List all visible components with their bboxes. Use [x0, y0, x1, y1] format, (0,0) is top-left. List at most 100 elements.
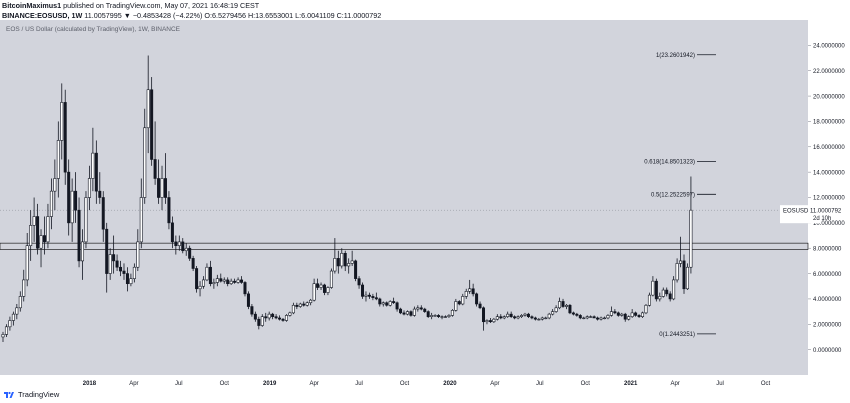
candle-body-up — [661, 289, 665, 297]
candle — [513, 315, 517, 320]
candle-body-up — [177, 241, 181, 246]
price-axis-label: 16.0000000 — [813, 145, 845, 151]
candle-body-down — [295, 304, 299, 307]
candle — [616, 311, 620, 317]
candle-body-up — [627, 316, 631, 320]
candle — [575, 312, 579, 317]
candle — [585, 315, 589, 320]
tradingview-brand[interactable]: TradingView — [3, 390, 59, 399]
candle — [11, 311, 15, 326]
candle-body-down — [488, 320, 492, 323]
candle-body-up — [651, 280, 655, 296]
candle-body-down — [419, 307, 423, 310]
candle — [665, 287, 669, 297]
time-axis[interactable]: 2018 Apr Jul Oct 2019 Apr Jul Oct 2020 Apr Jul Oct 2… — [83, 381, 771, 387]
candle — [25, 233, 29, 287]
candle — [198, 281, 202, 297]
candle — [284, 314, 288, 322]
candle — [509, 311, 513, 318]
candle — [236, 277, 240, 284]
time-axis-label: 2020 — [443, 381, 457, 387]
candle — [630, 309, 634, 318]
candle-body-down — [264, 316, 268, 319]
candle-body-up — [49, 190, 53, 217]
candle-body-down — [392, 301, 396, 304]
author-name[interactable]: BitcoinMaximus1 — [2, 1, 62, 10]
candle — [457, 300, 461, 306]
candle — [215, 274, 219, 287]
candle — [506, 311, 510, 318]
candle — [101, 191, 105, 242]
candle — [105, 222, 109, 293]
plot-background[interactable] — [0, 20, 808, 375]
candle — [136, 229, 140, 272]
candle-body-down — [322, 284, 326, 293]
candle-body-up — [381, 302, 385, 305]
chart-frame[interactable]: EOS / US Dollar (calculated by TradingVi… — [0, 20, 850, 403]
candle — [56, 121, 60, 198]
price-axis-label: 6.0000000 — [813, 272, 842, 278]
candle-body-up — [564, 304, 568, 307]
candle — [219, 273, 223, 283]
candle-body-down — [170, 222, 174, 243]
candle-body-down — [157, 178, 161, 198]
time-axis-label: 2021 — [624, 381, 638, 387]
candle-body-down — [513, 316, 517, 319]
candle — [388, 300, 392, 307]
candle — [381, 301, 385, 307]
candle-body-down — [471, 288, 475, 295]
candle-body-up — [658, 296, 662, 300]
candle — [675, 258, 679, 283]
candle-body-down — [596, 317, 600, 320]
candle-body-up — [25, 245, 29, 281]
candle-body-down — [378, 298, 382, 305]
candle-body-up — [70, 190, 74, 224]
chart-header-info: BitcoinMaximus1 published on TradingView… — [2, 1, 381, 20]
price-axis[interactable]: 0.0000000 2.0000000 4.0000000 6.0000000 8.00… — [808, 44, 845, 354]
candle-body-up — [416, 307, 420, 310]
candle — [395, 301, 399, 312]
candle-body-down — [271, 313, 275, 317]
publish-info: published on TradingView.com, May 07, 20… — [63, 1, 260, 10]
resistance-band — [0, 242, 809, 250]
price-axis-label: 10.0000000 — [813, 221, 845, 227]
candle-body-down — [153, 159, 157, 179]
candle-body-down — [367, 294, 371, 297]
candle — [492, 317, 496, 324]
candle — [440, 315, 444, 320]
candle — [385, 301, 389, 307]
candle-body-down — [246, 293, 250, 307]
candle — [544, 316, 548, 320]
candle — [530, 315, 534, 320]
candle — [412, 306, 416, 317]
candle — [181, 238, 185, 254]
ohlc-high-value: 13.6553001 — [255, 10, 294, 20]
candle-body-up — [447, 315, 451, 317]
candle-body-down — [623, 313, 627, 320]
candle-body-down — [509, 313, 513, 317]
candle-body-up — [468, 288, 472, 292]
candle-body-up — [15, 307, 19, 315]
candle-body-up — [582, 317, 586, 320]
ohlc-close-label: C: — [336, 10, 344, 20]
candle — [281, 317, 285, 322]
candle-body-down — [119, 266, 123, 272]
candle — [8, 316, 12, 331]
time-axis-label: Jul — [175, 381, 183, 387]
candle-body-up — [405, 311, 409, 315]
candle — [350, 250, 354, 266]
candle-body-up — [4, 326, 8, 335]
candle — [326, 286, 330, 296]
candlestick-chart[interactable]: EOS / US Dollar (calculated by TradingVi… — [0, 20, 850, 403]
candle — [347, 258, 351, 274]
candle — [426, 310, 430, 318]
candle-body-down — [105, 228, 109, 274]
tradingview-logo-icon — [4, 391, 14, 398]
candle — [205, 263, 209, 282]
symbol-ohlc-line: BINANCE:EOSUSD, 1W 11.0057995 ▼ −0.48534… — [2, 11, 381, 21]
candle-body-down — [188, 247, 192, 259]
candle — [191, 255, 195, 272]
candle-body-up — [60, 102, 64, 141]
candle — [361, 282, 365, 299]
candle-body-up — [326, 287, 330, 293]
